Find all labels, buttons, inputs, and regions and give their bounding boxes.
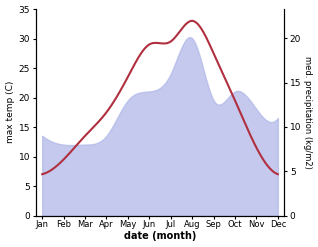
Y-axis label: max temp (C): max temp (C)	[5, 81, 15, 144]
X-axis label: date (month): date (month)	[124, 231, 196, 242]
Y-axis label: med. precipitation (kg/m2): med. precipitation (kg/m2)	[303, 56, 313, 169]
